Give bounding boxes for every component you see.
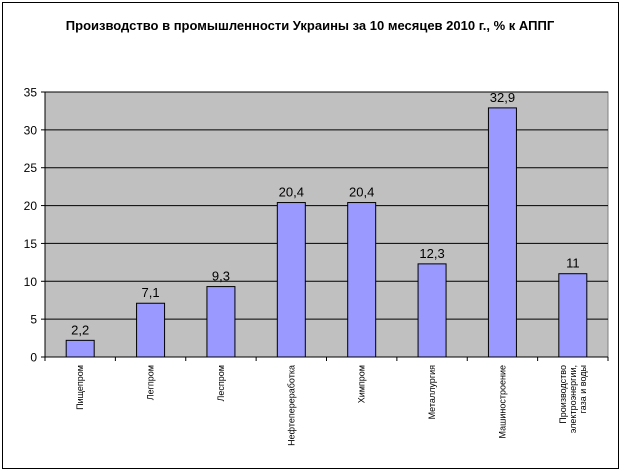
- plot-area: [44, 91, 609, 358]
- x-tick-label: электроэнергии,: [568, 365, 578, 433]
- data-label: 32,9: [490, 90, 515, 105]
- bar: [347, 202, 377, 358]
- x-tick-label: Пищепром: [75, 365, 85, 410]
- y-tick-label: 10: [24, 275, 38, 289]
- x-tick-label: Легпром: [146, 365, 156, 400]
- bar: [417, 263, 447, 358]
- data-label: 7,1: [142, 285, 160, 300]
- y-tick-label: 20: [24, 199, 38, 213]
- y-tick-label: 5: [30, 313, 37, 327]
- x-tick-label: Нефтепереработка: [286, 365, 296, 446]
- x-tick-label: газа и воды: [578, 365, 588, 413]
- y-tick-label: 25: [24, 161, 38, 175]
- chart-title: Производство в промышленности Украины за…: [65, 18, 555, 33]
- bar: [558, 273, 588, 358]
- data-label: 2,2: [71, 322, 89, 337]
- data-label: 9,3: [212, 269, 230, 284]
- y-tick-label: 15: [24, 237, 38, 251]
- y-tick-label: 0: [30, 351, 37, 365]
- x-tick-label: Металлургия: [427, 365, 437, 420]
- bar: [136, 302, 166, 358]
- data-label: 20,4: [279, 185, 304, 200]
- bar: [65, 339, 95, 358]
- bar: [276, 202, 306, 358]
- data-label: 20,4: [349, 185, 374, 200]
- y-tick-label: 30: [24, 123, 38, 137]
- x-tick-label: Химпром: [357, 365, 367, 403]
- data-label: 12,3: [419, 246, 444, 261]
- data-label: 11: [566, 256, 580, 271]
- x-tick-label: Леспром: [216, 365, 226, 401]
- x-tick-label: Производство: [558, 365, 568, 424]
- x-tick-label: Машиностроение: [497, 365, 507, 438]
- bar: [487, 107, 517, 358]
- bar: [206, 286, 236, 358]
- y-tick-label: 35: [24, 86, 38, 100]
